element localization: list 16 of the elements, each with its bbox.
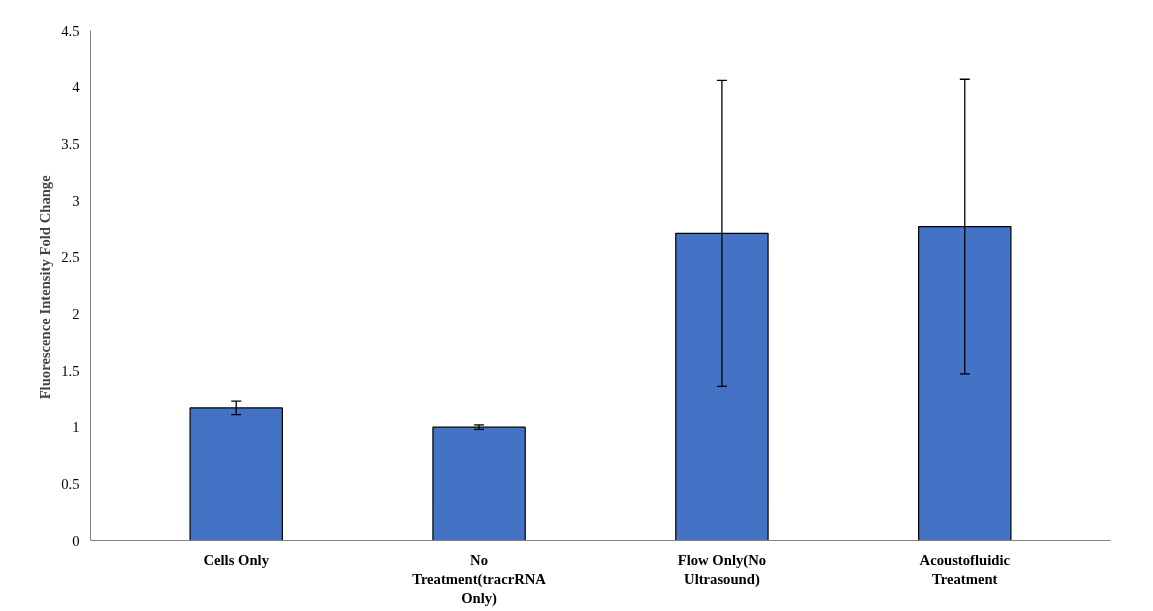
y-tick-label: 1.5 bbox=[61, 362, 80, 379]
y-tick-label: 2 bbox=[72, 305, 80, 322]
y-tick-label: 1 bbox=[72, 419, 80, 436]
y-tick-label: 3 bbox=[72, 192, 80, 209]
y-tick-label: 4.5 bbox=[61, 22, 80, 39]
y-tick-label: 0.5 bbox=[61, 475, 80, 492]
bar bbox=[432, 426, 526, 541]
y-tick-label: 3.5 bbox=[61, 135, 80, 152]
y-tick-label: 4 bbox=[72, 79, 81, 96]
y-axis-title: Fluorescence Intensity Fold Change bbox=[37, 174, 54, 400]
y-tick-label: 0 bbox=[72, 532, 80, 549]
x-tick-label: Flow Only(No Ultrasound) bbox=[677, 551, 767, 588]
y-tick-label: 2.5 bbox=[61, 249, 80, 266]
x-tick-label: Cells Only bbox=[203, 551, 270, 568]
x-tick-label: Acoustofluidic Treatment bbox=[919, 551, 1011, 587]
x-tick-label: No Treatment(tracrRNA Only) bbox=[412, 551, 547, 607]
